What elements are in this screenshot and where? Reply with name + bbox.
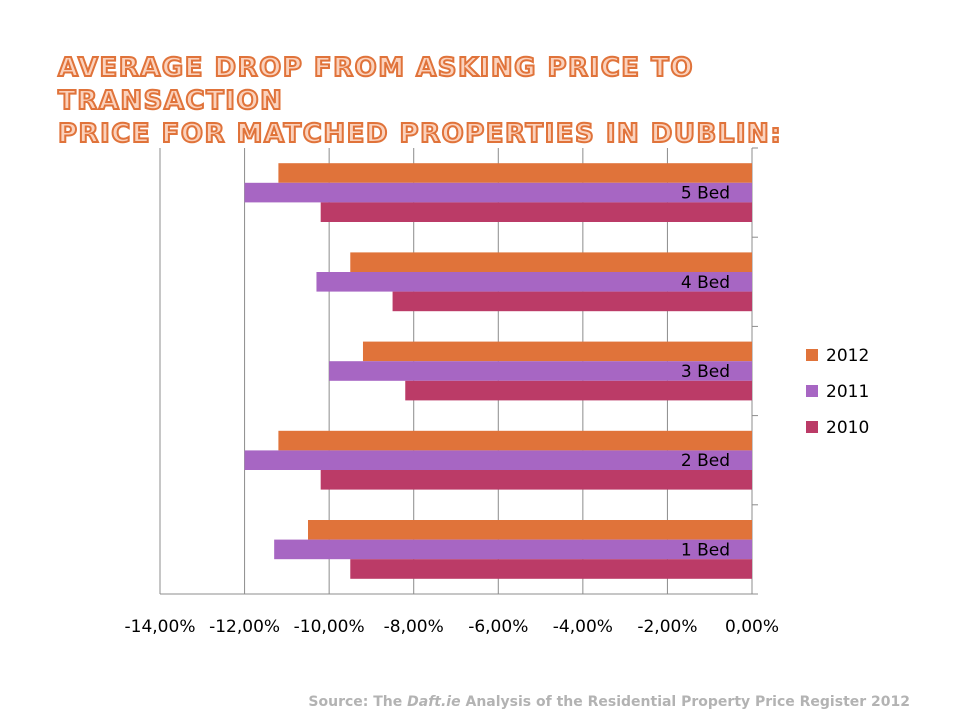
bar-2010-1-bed [350,559,752,579]
bar-2010-2-bed [320,470,752,490]
legend-swatch-2010 [806,421,818,433]
category-label: 4 Bed [681,273,730,293]
source-suffix: Analysis of the Residential Property Pri… [460,694,910,710]
legend-swatch-2012 [806,349,818,361]
category-label: 3 Bed [681,362,730,382]
x-tick-label: -2,00% [637,617,697,637]
bar-2011-5-bed [244,182,753,203]
x-tick-label: 0,00% [725,617,779,637]
source-note: Source: The Daft.ie Analysis of the Resi… [308,694,910,710]
bar-2012-3-bed [362,341,752,362]
x-tick-label: -6,00% [468,617,528,637]
category-label: 2 Bed [681,451,730,471]
bar-2012-1-bed [308,520,752,540]
legend-swatch-2011 [806,385,818,397]
x-tick-label: -4,00% [553,617,613,637]
x-tick-label: -8,00% [384,617,444,637]
bar-2012-5-bed [278,163,752,183]
category-label: 5 Bed [681,184,730,204]
bar-2011-2-bed [244,450,753,470]
legend-label-2010: 2010 [826,418,869,438]
bar-2010-4-bed [392,291,752,312]
legend-label-2011: 2011 [826,382,869,402]
bar-2012-4-bed [350,252,752,272]
bar-2010-3-bed [405,380,752,401]
bar-2011-4-bed [316,272,752,292]
source-site-name: Daft.ie [407,694,461,710]
source-prefix: Source: The [308,694,408,710]
category-label: 1 Bed [681,540,730,560]
chart-title: AVERAGE DROP FROM ASKING PRICE TO TRANSA… [57,52,918,151]
bar-2011-3-bed [329,361,752,381]
bar-2010-5-bed [320,202,752,222]
legend-label-2012: 2012 [826,346,869,366]
chart-title-line-2: PRICE FOR MATCHED PROPERTIES IN DUBLIN: [57,118,783,150]
chart-title-line-1: AVERAGE DROP FROM ASKING PRICE TO TRANSA… [57,52,694,117]
x-tick-label: -10,00% [294,617,365,637]
bar-2012-2-bed [278,430,752,451]
x-tick-label: -12,00% [209,617,280,637]
bar-2011-1-bed [274,539,752,560]
x-tick-label: -14,00% [125,617,196,637]
